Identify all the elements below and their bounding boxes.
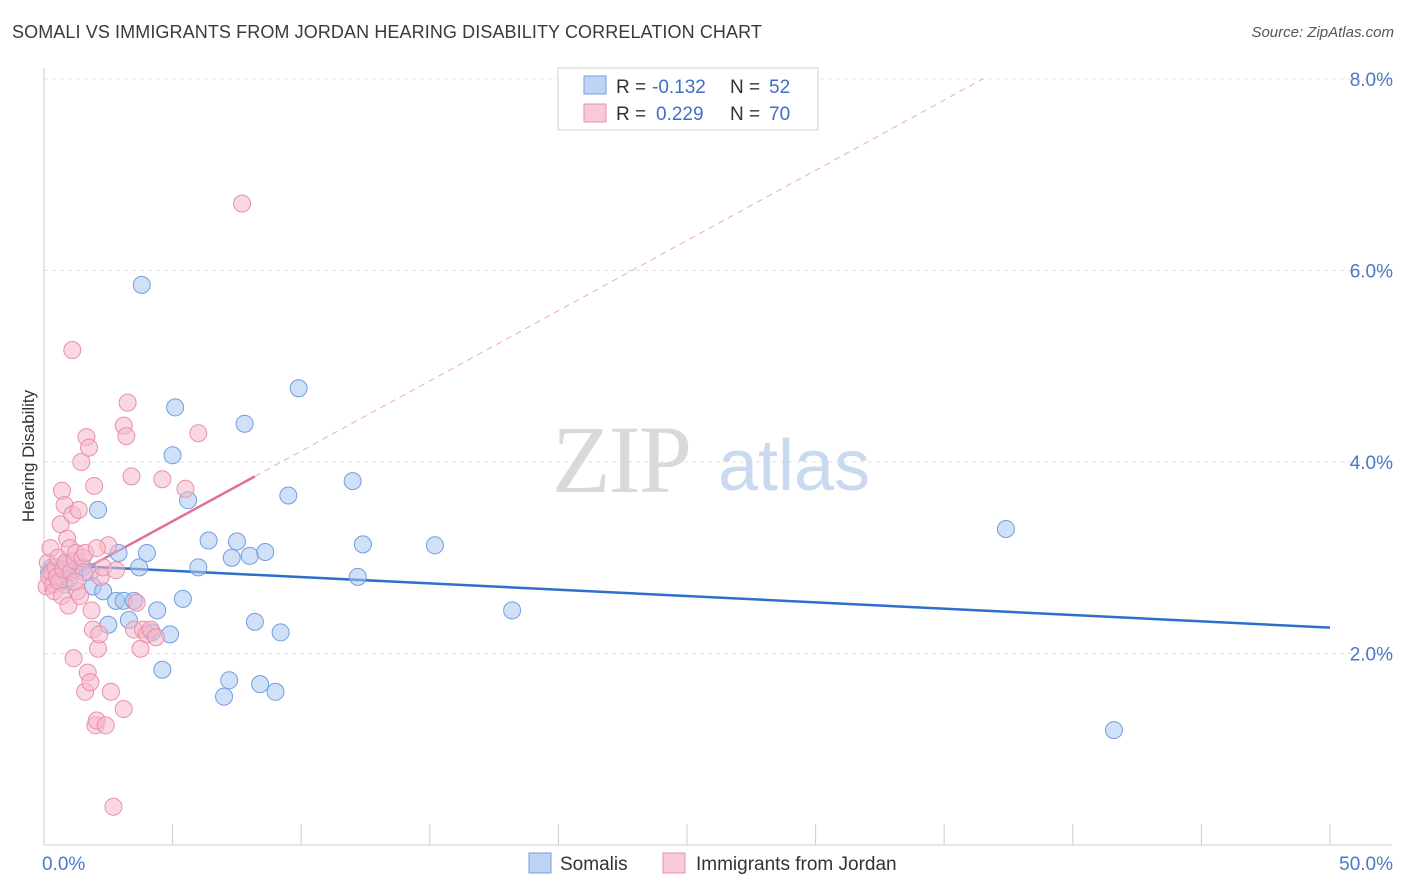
point-somalis [425, 536, 444, 555]
point-somalis [235, 414, 254, 433]
x-tick-label: 50.0% [1339, 854, 1393, 875]
point-jordan [59, 596, 78, 615]
y-axis-label: Hearing Disability [19, 389, 38, 522]
point-somalis [256, 543, 275, 562]
point-jordan [63, 340, 82, 359]
point-somalis [222, 548, 241, 567]
point-somalis [220, 671, 239, 690]
legend-r-label-somalis: R = [616, 77, 646, 98]
axes [43, 68, 1392, 846]
point-somalis [240, 546, 259, 565]
source-label: Source: ZipAtlas.com [1251, 24, 1394, 41]
point-somalis [271, 623, 290, 642]
legend-n-label-jordan: N = [730, 104, 760, 125]
point-jordan [81, 673, 100, 692]
watermark-atlas: atlas [718, 426, 870, 506]
point-somalis [251, 675, 270, 694]
point-jordan [69, 500, 88, 519]
point-jordan [85, 476, 104, 495]
legend-n-label-somalis: N = [730, 77, 760, 98]
legend-r-value-jordan: 0.229 [656, 104, 704, 125]
point-jordan [122, 467, 141, 486]
point-somalis [348, 567, 367, 586]
tick-labels: 2.0% 4.0% 6.0% 8.0% 0.0% 50.0% [42, 70, 1393, 875]
point-jordan [153, 470, 172, 489]
point-jordan [189, 424, 208, 443]
point-somalis [148, 601, 167, 620]
point-somalis [227, 532, 246, 551]
legend-r-label-jordan: R = [616, 104, 646, 125]
point-somalis [166, 398, 185, 417]
point-somalis [289, 379, 308, 398]
point-somalis [132, 275, 151, 294]
point-somalis [503, 601, 522, 620]
point-jordan [64, 649, 83, 668]
point-jordan [114, 700, 133, 719]
trend-line-somalis [43, 563, 1331, 629]
point-somalis [137, 543, 156, 562]
point-somalis [89, 500, 108, 519]
legend-r-value-somalis: -0.132 [652, 77, 706, 98]
point-somalis [266, 682, 285, 701]
point-jordan [72, 453, 91, 471]
series-legend: Somalis Immigrants from Jordan [528, 852, 897, 875]
point-somalis [199, 531, 218, 550]
point-somalis [279, 486, 298, 505]
legend-n-value-jordan: 70 [769, 104, 790, 125]
data-points [37, 194, 1123, 816]
bottom-legend-label-jordan: Immigrants from Jordan [696, 854, 897, 875]
point-jordan [96, 716, 115, 735]
y-tick-label: 8.0% [1350, 70, 1393, 91]
bottom-legend-label-somalis: Somalis [560, 854, 628, 875]
point-jordan [101, 682, 120, 701]
correlation-legend: R = -0.132 N = 52 R = 0.229 N = 70 [557, 67, 819, 131]
watermark: ZIP atlas [552, 406, 870, 513]
point-somalis [173, 589, 192, 608]
legend-swatch-somalis [583, 75, 607, 95]
y-tick-label: 2.0% [1350, 645, 1393, 666]
point-jordan [107, 561, 126, 580]
legend-swatch-jordan [583, 103, 607, 123]
point-jordan [104, 797, 123, 816]
point-jordan [146, 628, 165, 647]
y-tick-label: 6.0% [1350, 262, 1393, 283]
bottom-legend-swatch-jordan [662, 852, 686, 874]
point-somalis [130, 558, 149, 577]
point-jordan [82, 601, 101, 620]
watermark-zip: ZIP [552, 406, 690, 513]
point-somalis [163, 446, 182, 465]
point-jordan [65, 572, 84, 591]
point-somalis [996, 520, 1015, 539]
point-jordan [233, 194, 252, 213]
chart-title: SOMALI VS IMMIGRANTS FROM JORDAN HEARING… [12, 22, 762, 42]
y-tick-label: 4.0% [1350, 453, 1393, 474]
point-jordan [176, 479, 195, 498]
point-somalis [1104, 721, 1123, 740]
x-tick-label: 0.0% [42, 854, 85, 875]
point-jordan [117, 427, 136, 446]
point-jordan [87, 539, 106, 558]
bottom-legend-swatch-somalis [528, 852, 552, 874]
point-somalis [245, 612, 264, 631]
legend-n-value-somalis: 52 [769, 77, 790, 98]
point-jordan [118, 393, 137, 412]
point-jordan [80, 438, 99, 457]
point-jordan [90, 625, 109, 644]
point-somalis [189, 558, 208, 577]
point-somalis [153, 660, 172, 679]
grid-lines [44, 78, 1392, 654]
point-somalis [353, 535, 372, 554]
point-jordan [127, 593, 146, 612]
point-somalis [343, 472, 362, 491]
point-somalis [215, 687, 234, 706]
